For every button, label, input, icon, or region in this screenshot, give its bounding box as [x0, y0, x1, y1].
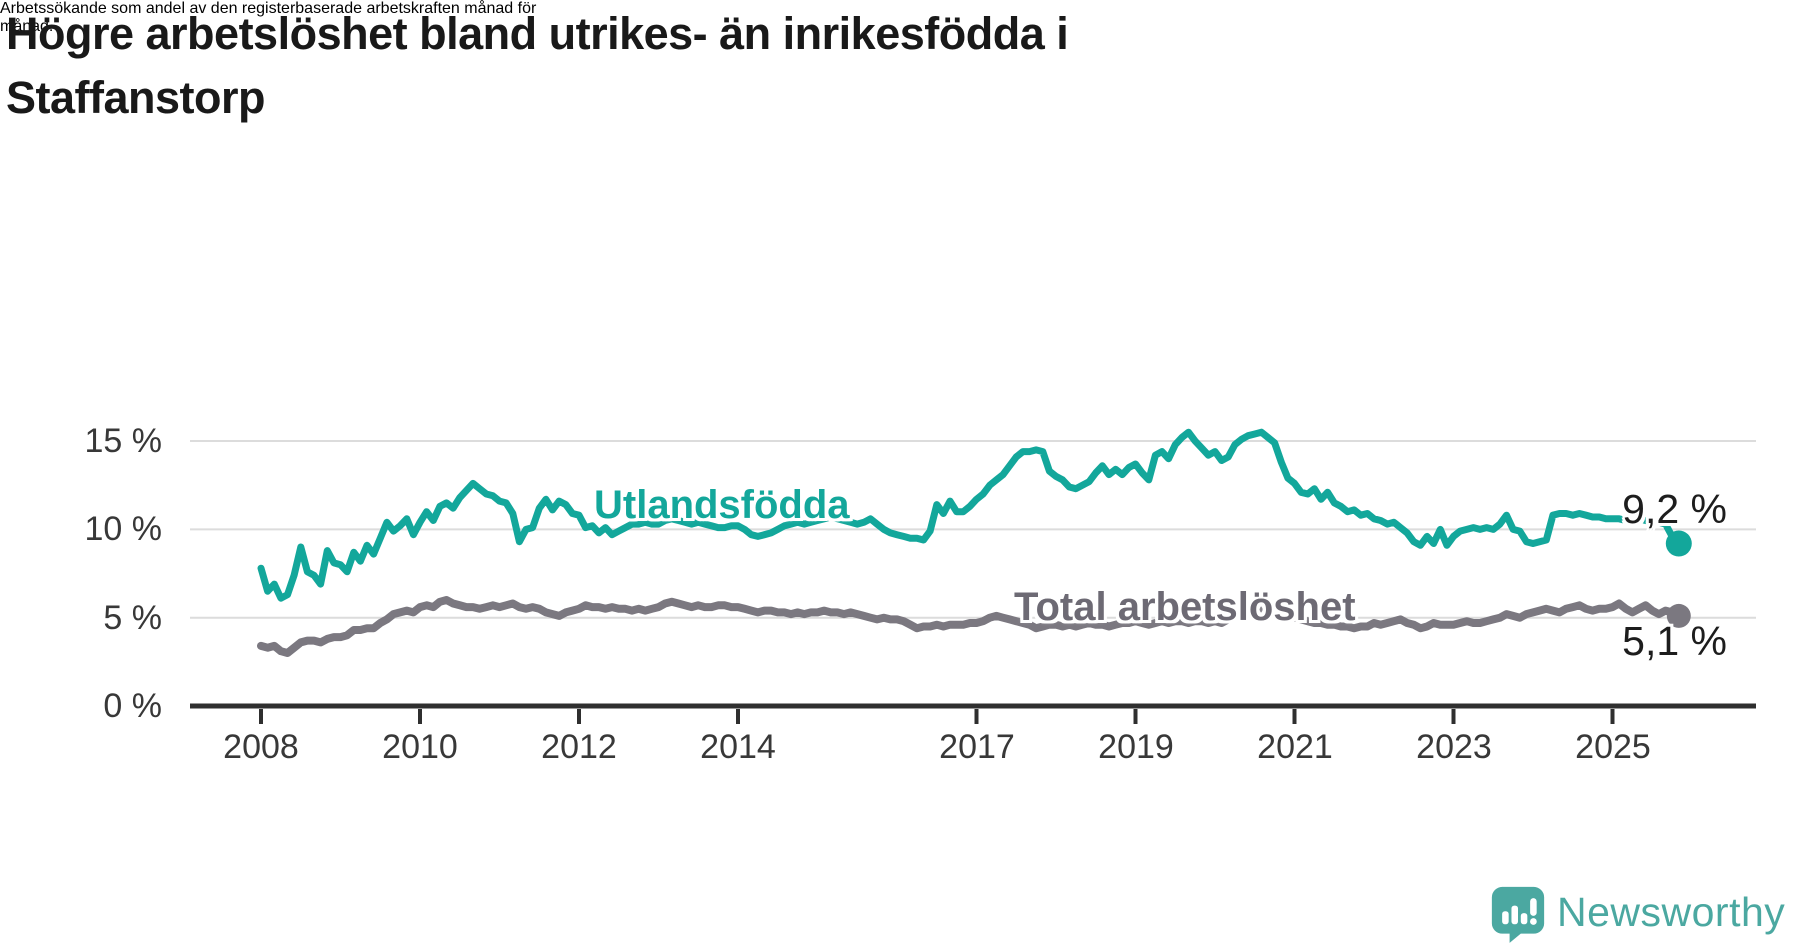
chart-subtitle-line-1: Arbetssökande som andel av den registerb…	[0, 0, 537, 17]
y-tick-label-5: 5 %	[103, 599, 162, 637]
x-tick-label-2021: 2021	[1257, 728, 1333, 766]
x-tick-label-2014: 2014	[700, 728, 776, 766]
chart-subtitle-line-2: månad.	[0, 18, 54, 35]
logo-bar-3	[1520, 913, 1528, 925]
x-tick-label-2023: 2023	[1416, 728, 1492, 766]
x-tick-label-2019: 2019	[1098, 728, 1174, 766]
logo-exclamation-bar	[1530, 898, 1537, 916]
utlandsfodda-end-dot	[1665, 530, 1692, 557]
page-title: Högre arbetslöshet bland utrikes- än inr…	[6, 2, 1069, 130]
page-title-line-1: Högre arbetslöshet bland utrikes- än inr…	[6, 8, 1069, 59]
x-tick-label-2012: 2012	[541, 728, 617, 766]
logo-bar-1	[1502, 911, 1509, 925]
logo-bar-2	[1511, 905, 1518, 925]
end-value-label-total: 5,1 %	[1622, 618, 1727, 664]
chart-header: Högre arbetslöshet bland utrikes- än inr…	[0, 0, 1069, 123]
total-end-dot	[1666, 603, 1691, 628]
series-label-total-arbetsloshet: Total arbetslöshet	[1014, 585, 1356, 629]
y-tick-label-0: 0 %	[103, 687, 162, 725]
x-tick-label-2010: 2010	[382, 728, 458, 766]
page-title-line-2: Staffanstorp	[6, 72, 266, 123]
utlandsfodda-line	[257, 428, 1683, 602]
end-value-label-utlandsfodda: 9,2 %	[1622, 486, 1727, 532]
newsworthy-logo-icon	[1491, 886, 1545, 943]
total-line	[257, 596, 1683, 657]
x-tick-label-2025: 2025	[1575, 728, 1651, 766]
brand-name: Newsworthy	[1557, 889, 1786, 935]
y-tick-label-10: 10 %	[84, 510, 163, 548]
y-tick-label-15: 15 %	[84, 422, 163, 460]
x-tick-label-2008: 2008	[223, 728, 299, 766]
logo-exclamation-dot	[1530, 918, 1537, 925]
series-label-utlandsfodda: Utlandsfödda	[594, 483, 850, 527]
x-tick-label-2017: 2017	[939, 728, 1015, 766]
